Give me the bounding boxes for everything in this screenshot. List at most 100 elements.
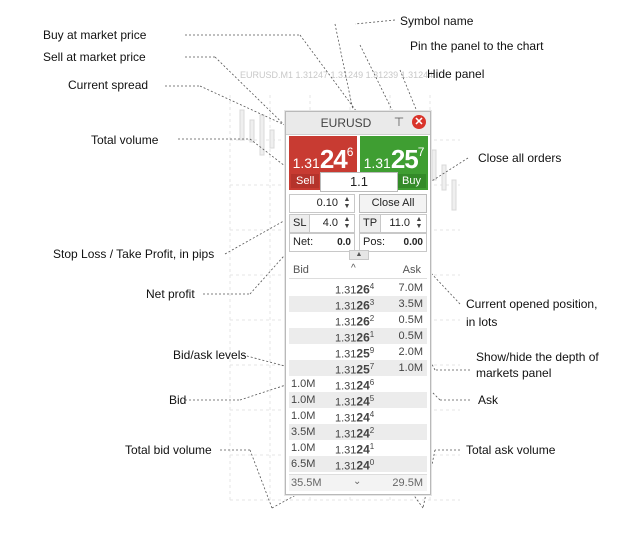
- dom-footer: 35.5M ⌄ 29.5M: [289, 474, 427, 491]
- label-show-hide-dom: Show/hide the depth of: [476, 350, 599, 364]
- label-bid-ask-levels: Bid/ask levels: [173, 348, 247, 362]
- buy-price-big: 25: [390, 144, 419, 174]
- sell-price-sup: 6: [346, 145, 354, 159]
- level-price: 1.31264: [335, 282, 375, 297]
- level-price: 1.31245: [335, 394, 375, 409]
- label-symbol-name: Symbol name: [400, 14, 474, 28]
- close-all-button[interactable]: Close All: [359, 194, 427, 213]
- label-sell-market: Sell at market price: [43, 50, 146, 64]
- tp-value: 11.0: [389, 217, 410, 229]
- label-buy-market: Buy at market price: [43, 28, 147, 42]
- lot-row: 0.10 ▲ ▼ Close All: [289, 194, 427, 213]
- label-total-ask-volume: Total ask volume: [466, 443, 556, 457]
- level-price: 1.31240: [335, 458, 375, 473]
- bid-volume: 1.0M: [291, 410, 316, 422]
- bid-header: Bid: [293, 264, 309, 276]
- sl-value: 4.0: [322, 217, 338, 229]
- bid-level-row: 1.31245 1.0M: [289, 392, 427, 409]
- bid-volume: 1.0M: [291, 378, 316, 390]
- total-ask-volume: 29.5M: [392, 477, 423, 489]
- label-bid: Bid: [169, 393, 187, 407]
- dom-toggle-button[interactable]: ▲: [349, 250, 369, 260]
- stepper-arrows-icon[interactable]: ▲ ▼: [343, 216, 351, 230]
- pos-value: 0.00: [403, 237, 423, 248]
- sell-label: Sell: [291, 174, 320, 188]
- ask-level-row: 1.31264 7.0M: [289, 280, 427, 297]
- chevron-up-icon[interactable]: ^: [351, 263, 356, 274]
- ask-volume: 1.0M: [398, 362, 423, 374]
- ask-header: Ask: [402, 264, 421, 276]
- buy-price-sup: 7: [417, 145, 425, 159]
- level-price: 1.31241: [335, 442, 375, 457]
- level-price: 1.31244: [335, 410, 375, 425]
- chart-ticker: EURUSD.M1 1.31247 1.31249 1.31239 1.3124…: [240, 70, 434, 80]
- sl-stepper[interactable]: SL 4.0 ▲ ▼: [289, 214, 355, 233]
- dom-header: Bid ^ Ask: [289, 262, 427, 279]
- level-price: 1.31259: [335, 346, 375, 361]
- bid-level-row: 1.31240 6.5M: [289, 456, 427, 473]
- level-price: 1.31262: [335, 314, 375, 329]
- ask-volume: 2.0M: [398, 346, 423, 358]
- net-pos-row: Net: 0.0 Pos: 0.00: [289, 233, 427, 252]
- label-hide-panel: Hide panel: [427, 67, 485, 81]
- level-price: 1.31261: [335, 330, 375, 345]
- tp-label: TP: [360, 215, 382, 232]
- sell-price-big: 24: [319, 144, 348, 174]
- bid-level-row: 1.31246 1.0M: [289, 376, 427, 393]
- ask-volume: 7.0M: [398, 282, 423, 294]
- bid-volume: 6.5M: [291, 458, 316, 470]
- label-net-profit: Net profit: [146, 287, 195, 301]
- label-ask: Ask: [478, 393, 499, 407]
- level-price: 1.31257: [335, 362, 375, 377]
- one-click-trading-panel: EURUSD ⊤ ✕ 1.31246 Sell 1.31257 Buy 1.1 …: [285, 111, 431, 495]
- buy-price-prefix: 1.31: [363, 155, 391, 171]
- close-icon[interactable]: ✕: [412, 115, 426, 129]
- ask-level-row: 1.31259 2.0M: [289, 344, 427, 361]
- ask-volume: 0.5M: [398, 314, 423, 326]
- panel-titlebar: EURUSD ⊤ ✕: [286, 112, 430, 135]
- sl-tp-row: SL 4.0 ▲ ▼ TP 11.0 ▲ ▼: [289, 214, 427, 233]
- buy-label: Buy: [397, 174, 426, 188]
- position-field: Pos: 0.00: [359, 233, 427, 252]
- label-pin-panel: Pin the panel to the chart: [410, 39, 544, 53]
- ask-volume: 3.5M: [398, 298, 423, 310]
- net-profit-field: Net: 0.0: [289, 233, 355, 252]
- level-price: 1.31246: [335, 378, 375, 393]
- label-current-position: Current opened position,: [466, 297, 598, 311]
- level-price: 1.31242: [335, 426, 375, 441]
- buy-price: 1.31257: [362, 144, 426, 175]
- pin-icon[interactable]: ⊤: [393, 115, 405, 129]
- lot-value: 0.10: [316, 197, 338, 209]
- symbol-name: EURUSD: [320, 116, 372, 130]
- ask-level-row: 1.31262 0.5M: [289, 312, 427, 329]
- bid-volume: 1.0M: [291, 394, 316, 406]
- lot-stepper[interactable]: 0.10 ▲ ▼: [289, 194, 355, 213]
- ask-volume: 0.5M: [398, 330, 423, 342]
- bid-volume: 3.5M: [291, 426, 316, 438]
- chevron-down-icon[interactable]: ⌄: [353, 476, 362, 487]
- bid-level-row: 1.31244 1.0M: [289, 408, 427, 425]
- label-current-position-2: in lots: [466, 315, 498, 329]
- net-value: 0.0: [337, 237, 351, 248]
- sell-price: 1.31246: [291, 144, 355, 175]
- label-close-all-orders: Close all orders: [478, 151, 562, 165]
- label-total-volume: Total volume: [91, 133, 159, 147]
- net-label: Net:: [293, 236, 314, 248]
- label-sl-tp: Stop Loss / Take Profit, in pips: [53, 247, 215, 261]
- level-price: 1.31263: [335, 298, 375, 313]
- bid-level-row: 1.31242 3.5M: [289, 424, 427, 441]
- bid-volume: 1.0M: [291, 442, 316, 454]
- stepper-arrows-icon[interactable]: ▲ ▼: [343, 196, 351, 210]
- sell-price-prefix: 1.31: [292, 155, 320, 171]
- bid-level-row: 1.31241 1.0M: [289, 440, 427, 457]
- sl-label: SL: [290, 215, 311, 232]
- total-bid-volume: 35.5M: [291, 477, 322, 489]
- stepper-arrows-icon[interactable]: ▲ ▼: [415, 216, 423, 230]
- ask-level-row: 1.31263 3.5M: [289, 296, 427, 313]
- label-current-spread: Current spread: [68, 78, 149, 92]
- volume-field[interactable]: 1.1: [320, 172, 398, 192]
- label-show-hide-dom-2: markets panel: [476, 366, 552, 380]
- ask-level-row: 1.31261 0.5M: [289, 328, 427, 345]
- tp-stepper[interactable]: TP 11.0 ▲ ▼: [359, 214, 427, 233]
- ask-level-row: 1.31257 1.0M: [289, 360, 427, 377]
